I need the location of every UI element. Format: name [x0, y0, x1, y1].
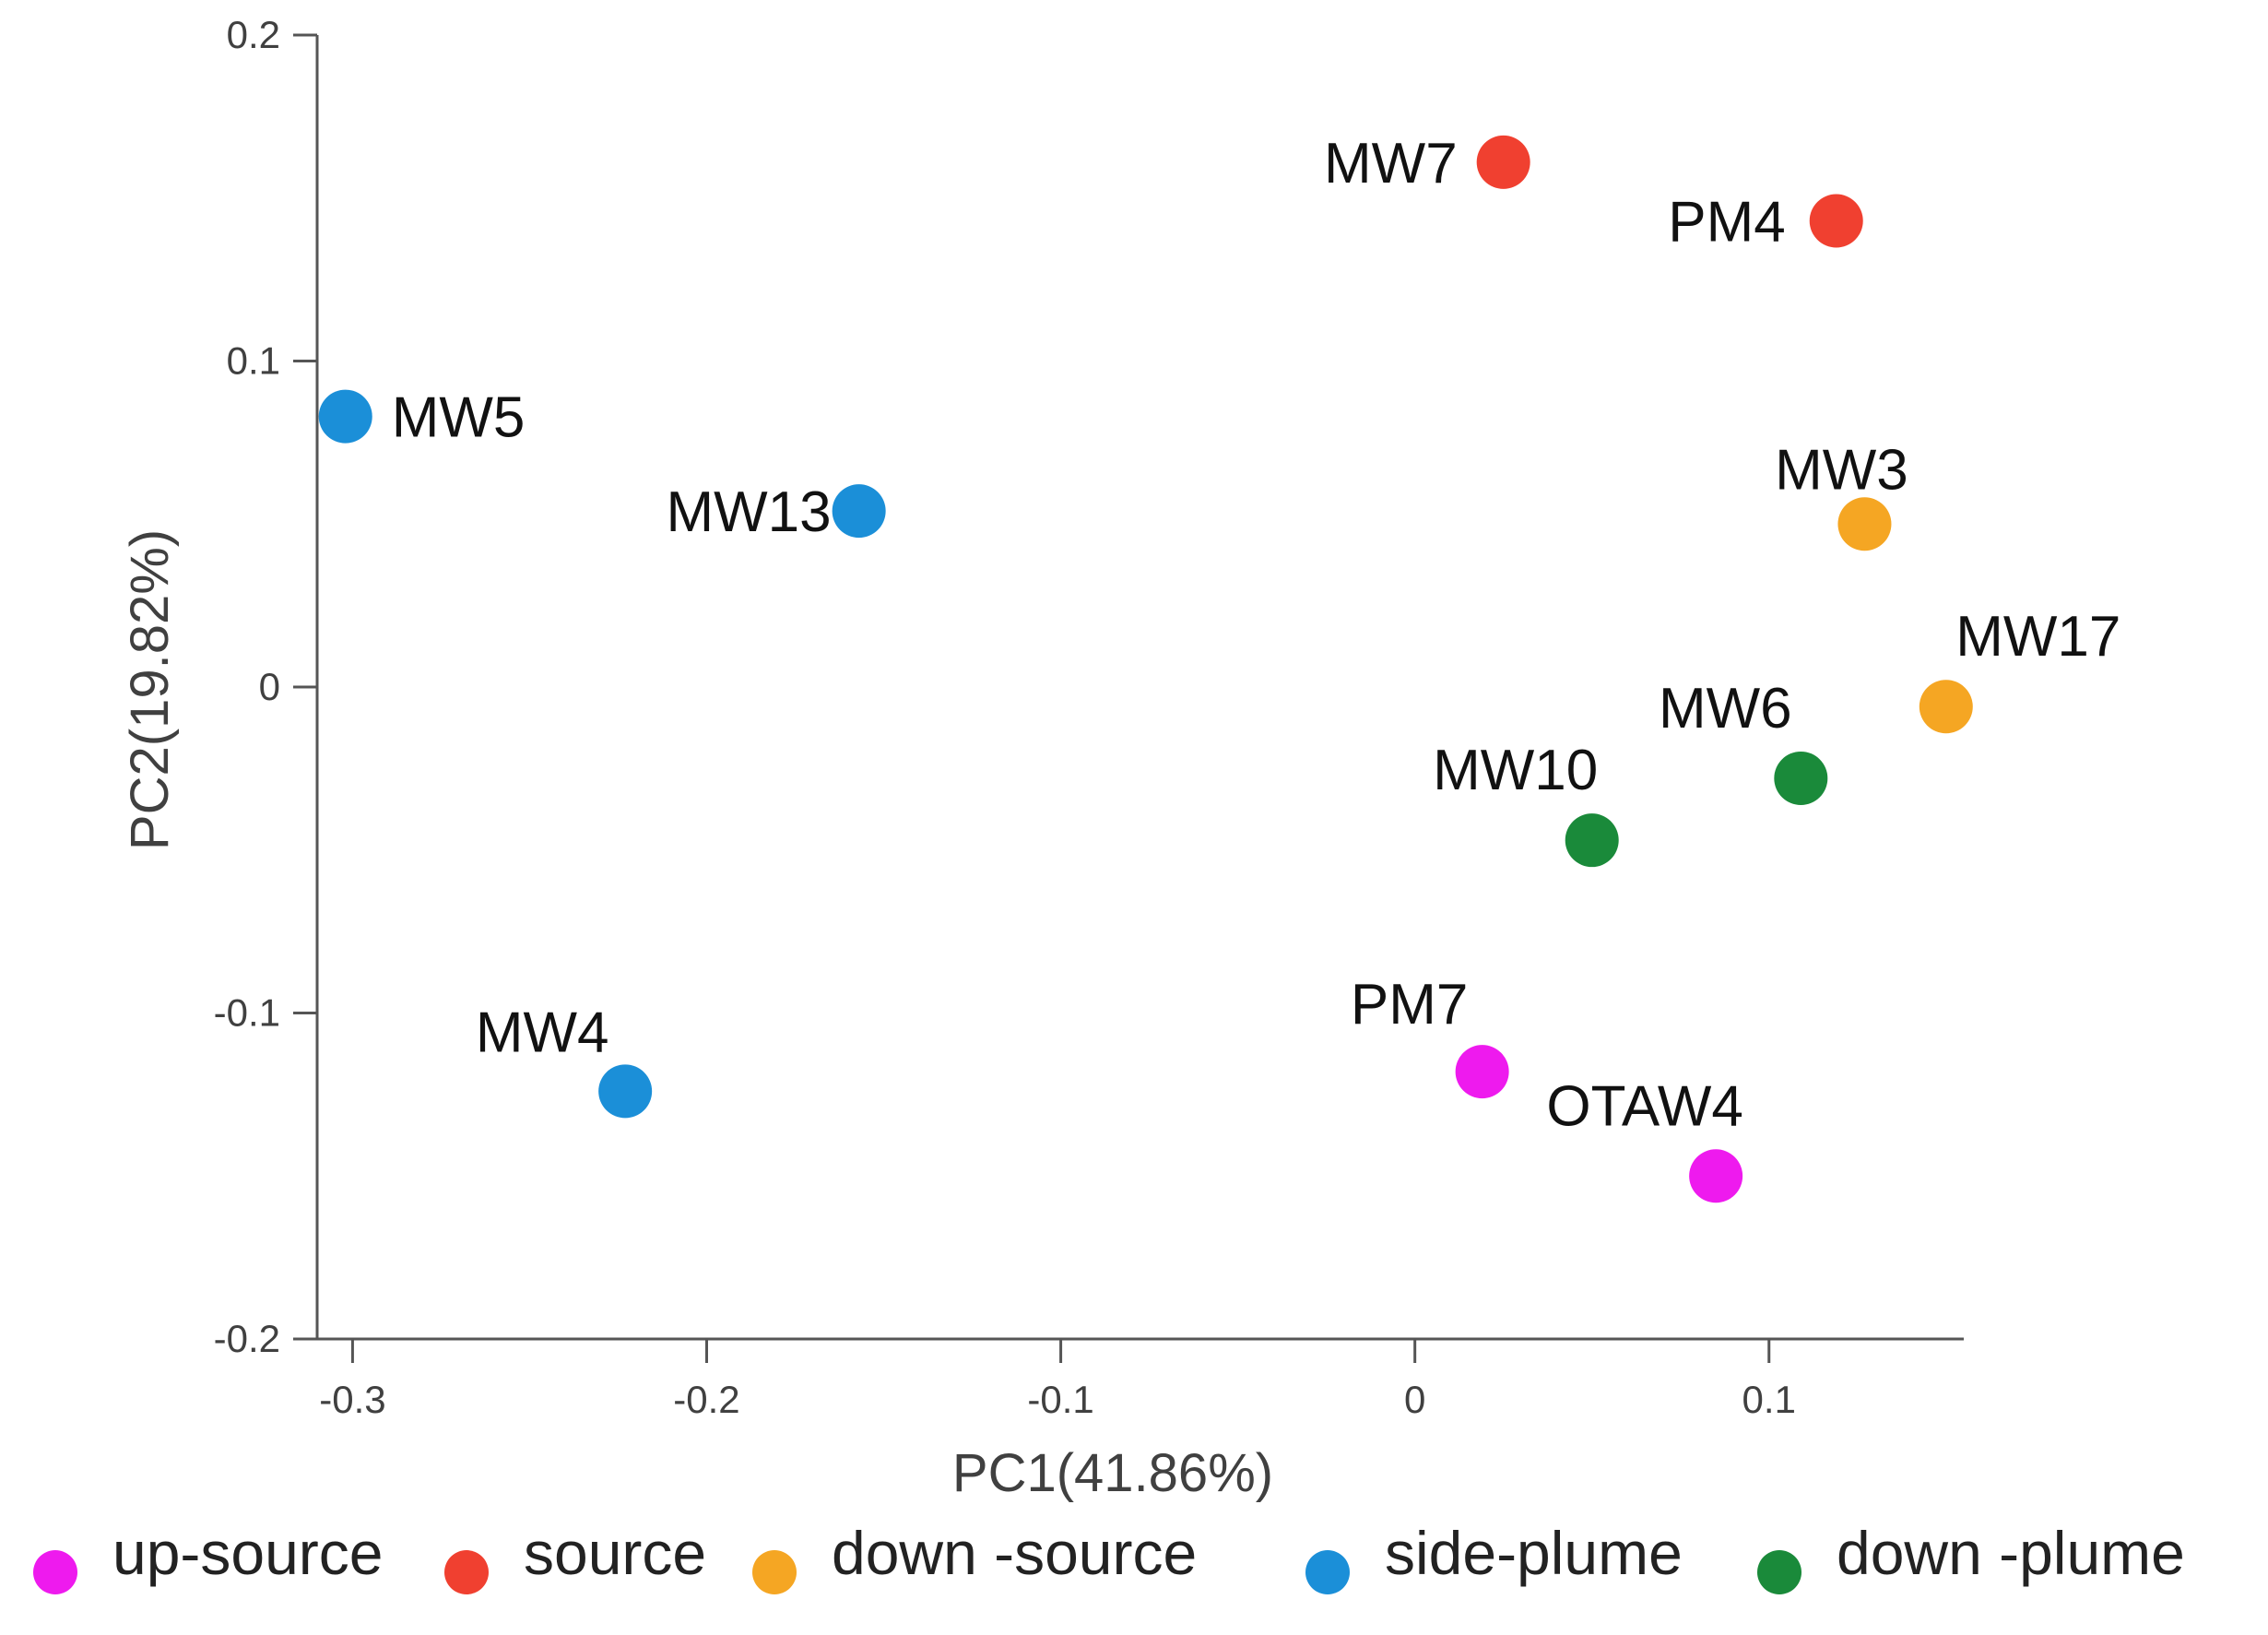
x-tick-label: 0.1	[1742, 1378, 1796, 1421]
y-tick-label: -0.2	[214, 1317, 280, 1360]
legend: up-source source down -source side-plume dow…	[33, 1519, 2185, 1594]
point-label: MW10	[1433, 739, 1598, 802]
x-tick-label: 0	[1404, 1378, 1425, 1421]
data-point	[832, 484, 886, 539]
point-label: PM7	[1351, 973, 1468, 1037]
point-label: MW6	[1659, 677, 1792, 740]
legend-marker	[1757, 1550, 1801, 1594]
x-tick-label: -0.3	[319, 1378, 385, 1421]
legend-label: source	[524, 1519, 706, 1587]
data-point	[1689, 1149, 1743, 1203]
data-point	[318, 389, 372, 444]
legend-marker	[444, 1550, 489, 1594]
y-tick-label: 0	[259, 665, 280, 708]
x-tick-label: -0.2	[673, 1378, 739, 1421]
point-label: OTAW4	[1546, 1074, 1743, 1138]
point-label: MW5	[392, 386, 526, 450]
point-label: MW4	[476, 1001, 609, 1064]
y-tick-label: -0.1	[214, 991, 280, 1035]
legend-marker	[1305, 1550, 1350, 1594]
y-axis-title: PC2(19.82%)	[120, 529, 180, 850]
legend-label: down -source	[832, 1519, 1197, 1587]
data-point	[1455, 1045, 1509, 1099]
legend-label: down -plume	[1837, 1519, 2185, 1587]
legend-marker	[752, 1550, 797, 1594]
data-point	[1809, 194, 1863, 248]
point-label: MW3	[1775, 438, 1908, 502]
data-point	[598, 1064, 653, 1119]
data-point	[1837, 497, 1892, 551]
data-points: PM7 OTAW4 MW7 PM4 MW3 MW17 MW5 MW13 MW4 MW10 MW6	[318, 132, 2120, 1203]
axes: -0.2 -0.1 0 0.1 0.2 -0.3 -0.2 -0.1 0 0.1 PC1(41.86…	[120, 13, 1964, 1503]
legend-marker	[33, 1550, 77, 1594]
data-point	[1476, 135, 1530, 189]
x-axis-title: PC1(41.86%)	[952, 1443, 1273, 1503]
point-label: PM4	[1668, 190, 1785, 254]
point-label: MW7	[1324, 132, 1458, 195]
point-label: MW17	[1955, 605, 2120, 669]
y-tick-label: 0.2	[227, 13, 280, 56]
legend-label: side-plume	[1385, 1519, 1683, 1587]
x-tick-label: -0.1	[1027, 1378, 1093, 1421]
y-tick-label: 0.1	[227, 339, 280, 383]
data-point	[1565, 813, 1619, 868]
point-label: MW13	[667, 480, 832, 544]
data-point	[1919, 680, 1973, 734]
legend-label: up-source	[112, 1519, 384, 1587]
data-point	[1774, 751, 1828, 805]
